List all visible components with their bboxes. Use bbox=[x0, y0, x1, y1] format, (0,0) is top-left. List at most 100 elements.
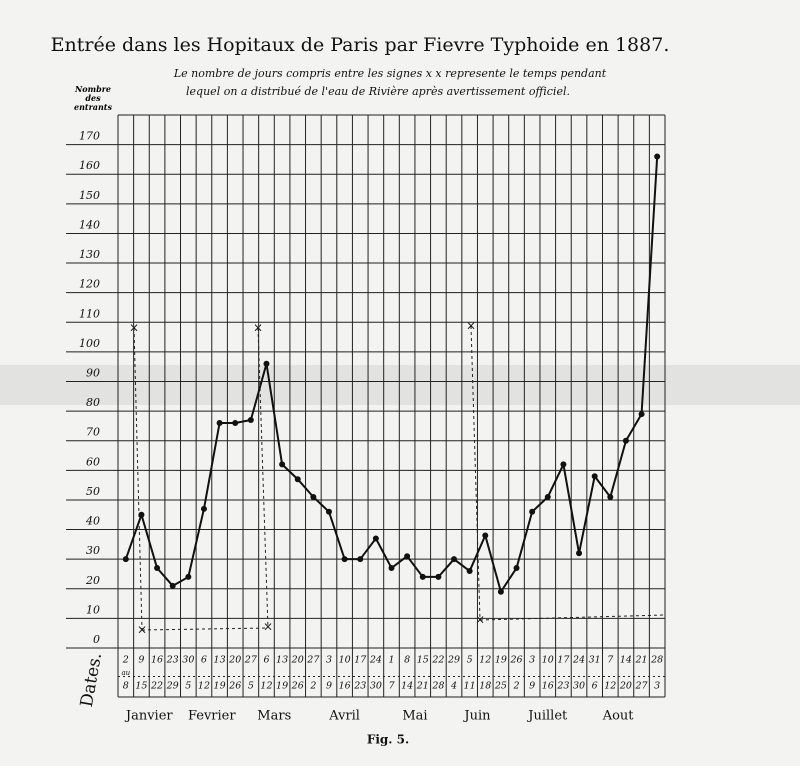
date-end: 16 bbox=[339, 681, 351, 692]
data-point bbox=[451, 556, 458, 563]
y-tick-label: 150 bbox=[79, 189, 100, 202]
date-start: 21 bbox=[635, 655, 648, 666]
date-start: 27 bbox=[244, 655, 258, 666]
date-start: 28 bbox=[650, 655, 663, 666]
date-end: 23 bbox=[353, 681, 366, 692]
data-point bbox=[372, 535, 379, 542]
date-start: 17 bbox=[354, 655, 367, 666]
data-point bbox=[513, 565, 520, 572]
date-end: 14 bbox=[401, 681, 413, 692]
date-start: 5 bbox=[467, 655, 473, 666]
y-tick-label: 140 bbox=[79, 218, 100, 231]
date-end: 30 bbox=[370, 681, 382, 692]
date-start: 7 bbox=[607, 655, 614, 666]
date-end: 30 bbox=[573, 681, 585, 692]
date-start: 16 bbox=[151, 655, 163, 666]
data-point bbox=[357, 556, 364, 563]
date-end: 5 bbox=[248, 681, 254, 692]
water-periods bbox=[133, 325, 666, 631]
date-start: 17 bbox=[557, 655, 570, 666]
date-start: 29 bbox=[447, 655, 460, 666]
y-tick-label: 110 bbox=[79, 307, 100, 320]
month-label: Mars bbox=[257, 709, 291, 724]
date-end: 2 bbox=[309, 681, 316, 692]
date-end: 19 bbox=[214, 681, 226, 692]
date-start: 31 bbox=[589, 655, 601, 666]
data-point bbox=[263, 360, 270, 367]
data-point bbox=[325, 508, 332, 515]
chart-title: Entrée dans les Hopitaux de Paris par Fi… bbox=[51, 34, 670, 56]
y-tick-label: 30 bbox=[86, 544, 100, 557]
data-point bbox=[529, 508, 536, 515]
date-end: 9 bbox=[529, 681, 535, 692]
subtitle: Le nombre de jours compris entre les sig… bbox=[173, 67, 607, 80]
y-tick-label: 40 bbox=[85, 515, 100, 528]
data-point bbox=[154, 565, 161, 572]
y-tick-label: 90 bbox=[86, 367, 100, 380]
y-tick-label: 70 bbox=[86, 426, 100, 439]
svg-text:×: × bbox=[466, 319, 476, 333]
date-start: 13 bbox=[276, 655, 288, 666]
date-end: 27 bbox=[635, 681, 649, 692]
date-end: 29 bbox=[166, 681, 179, 692]
date-end: 12 bbox=[604, 681, 616, 692]
data-point bbox=[482, 532, 489, 539]
date-start: 22 bbox=[431, 655, 444, 666]
date-end: 2 bbox=[513, 681, 520, 692]
data-point bbox=[576, 550, 583, 557]
date-start: 30 bbox=[182, 655, 194, 666]
data-point bbox=[185, 573, 192, 580]
y-tick-label: 120 bbox=[79, 278, 100, 291]
y-tick-label: 10 bbox=[86, 603, 100, 616]
date-start: 20 bbox=[228, 655, 241, 666]
date-end: 6 bbox=[592, 681, 598, 692]
y-tick-label: 20 bbox=[85, 574, 100, 587]
date-end: 3 bbox=[654, 681, 660, 692]
subtitle: lequel on a distribué de l'eau de Rivièr… bbox=[186, 85, 570, 98]
y-tick-label: 50 bbox=[86, 485, 100, 498]
date-end: 9 bbox=[326, 681, 332, 692]
date-end: 4 bbox=[450, 681, 457, 692]
data-point bbox=[419, 573, 426, 580]
y-tick-label: 0 bbox=[93, 633, 100, 646]
svg-text:×: × bbox=[263, 620, 273, 634]
date-start: 13 bbox=[214, 655, 226, 666]
date-end: 19 bbox=[276, 681, 288, 692]
date-end: 12 bbox=[260, 681, 272, 692]
date-start: 6 bbox=[263, 655, 269, 666]
scan-band bbox=[0, 365, 800, 405]
date-start: 26 bbox=[509, 655, 522, 666]
data-point bbox=[654, 153, 661, 160]
month-label: Avril bbox=[328, 709, 360, 724]
data-point bbox=[622, 437, 629, 444]
date-start: 3 bbox=[529, 655, 535, 666]
date-end: 20 bbox=[619, 681, 632, 692]
date-start: 27 bbox=[306, 655, 320, 666]
y-axis-label: Nombre des entrants bbox=[73, 85, 112, 112]
date-end: 22 bbox=[150, 681, 163, 692]
date-end: 26 bbox=[228, 681, 241, 692]
date-start: 9 bbox=[138, 655, 144, 666]
date-start: 2 bbox=[122, 655, 129, 666]
date-start: 23 bbox=[166, 655, 179, 666]
month-label: Fevrier bbox=[188, 709, 236, 724]
caption: Fig. 5. bbox=[367, 733, 409, 747]
y-tick-label: 170 bbox=[79, 130, 100, 143]
data-point bbox=[138, 511, 145, 518]
date-start: 1 bbox=[388, 655, 394, 666]
month-label: Juillet bbox=[526, 709, 568, 724]
data-point bbox=[341, 556, 348, 563]
date-end: 28 bbox=[431, 681, 444, 692]
month-label: Janvier bbox=[124, 709, 174, 724]
data-point bbox=[544, 493, 551, 500]
date-start: 15 bbox=[417, 655, 429, 666]
date-start: 14 bbox=[620, 655, 632, 666]
data-point bbox=[310, 493, 317, 500]
date-end: 16 bbox=[542, 681, 554, 692]
data-point bbox=[294, 476, 301, 483]
y-tick-label: 130 bbox=[79, 248, 100, 261]
data-point bbox=[247, 416, 254, 423]
date-end: 25 bbox=[494, 681, 507, 692]
